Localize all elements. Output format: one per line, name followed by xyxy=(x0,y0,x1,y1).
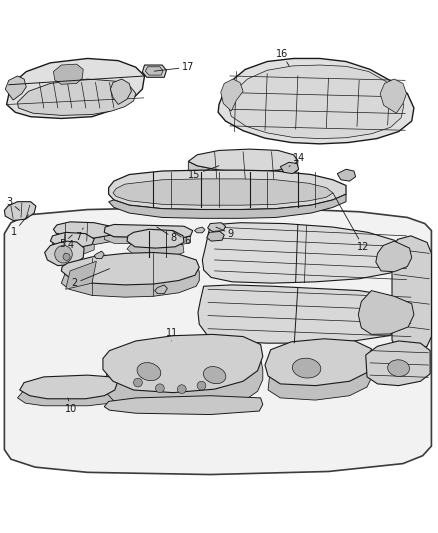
Text: 9: 9 xyxy=(216,227,234,239)
Polygon shape xyxy=(188,149,298,172)
Polygon shape xyxy=(268,355,372,400)
Polygon shape xyxy=(127,229,184,248)
Polygon shape xyxy=(198,285,414,343)
Polygon shape xyxy=(4,201,36,221)
Polygon shape xyxy=(5,76,26,100)
Polygon shape xyxy=(208,223,226,231)
Text: 11: 11 xyxy=(166,328,179,341)
Text: 12: 12 xyxy=(333,193,369,252)
Text: 8: 8 xyxy=(157,227,177,243)
Polygon shape xyxy=(358,290,414,334)
Polygon shape xyxy=(127,239,184,257)
Polygon shape xyxy=(53,64,83,84)
Polygon shape xyxy=(94,251,104,259)
Polygon shape xyxy=(109,170,346,209)
Polygon shape xyxy=(376,241,412,272)
Polygon shape xyxy=(221,79,243,111)
Polygon shape xyxy=(4,207,431,474)
Polygon shape xyxy=(110,79,131,104)
Polygon shape xyxy=(228,65,404,139)
Polygon shape xyxy=(366,341,430,386)
Text: 15: 15 xyxy=(188,166,219,180)
Ellipse shape xyxy=(388,360,410,376)
Polygon shape xyxy=(53,222,114,238)
Text: 14: 14 xyxy=(289,153,305,167)
Polygon shape xyxy=(218,59,414,144)
Polygon shape xyxy=(61,253,199,285)
Text: 1: 1 xyxy=(11,215,28,237)
Text: 6: 6 xyxy=(173,231,190,246)
Circle shape xyxy=(197,381,206,390)
Text: 5: 5 xyxy=(60,235,72,249)
Polygon shape xyxy=(61,257,199,297)
Polygon shape xyxy=(337,169,356,181)
Polygon shape xyxy=(280,162,299,174)
Ellipse shape xyxy=(293,358,321,378)
Polygon shape xyxy=(145,67,163,75)
Polygon shape xyxy=(392,236,431,352)
Polygon shape xyxy=(207,231,224,241)
Polygon shape xyxy=(104,395,263,415)
Circle shape xyxy=(177,385,186,393)
Polygon shape xyxy=(104,232,191,245)
Polygon shape xyxy=(7,59,145,118)
Polygon shape xyxy=(155,285,167,294)
Circle shape xyxy=(63,253,70,260)
Polygon shape xyxy=(109,194,346,219)
Polygon shape xyxy=(103,349,263,412)
Polygon shape xyxy=(265,339,372,386)
Polygon shape xyxy=(194,227,205,233)
Polygon shape xyxy=(380,79,406,113)
Polygon shape xyxy=(18,384,117,406)
Ellipse shape xyxy=(203,367,226,384)
Circle shape xyxy=(55,246,72,263)
Text: 7: 7 xyxy=(75,228,83,242)
Polygon shape xyxy=(103,334,263,393)
Circle shape xyxy=(155,384,164,393)
Polygon shape xyxy=(45,241,84,265)
Polygon shape xyxy=(202,223,412,283)
Text: 3: 3 xyxy=(6,197,20,211)
Polygon shape xyxy=(56,233,114,245)
Text: 10: 10 xyxy=(65,398,77,414)
Polygon shape xyxy=(104,224,193,238)
Polygon shape xyxy=(188,160,298,181)
Ellipse shape xyxy=(137,362,161,381)
Text: 17: 17 xyxy=(154,62,194,72)
Polygon shape xyxy=(52,239,94,253)
Polygon shape xyxy=(50,232,94,248)
Polygon shape xyxy=(20,375,117,399)
Polygon shape xyxy=(142,65,166,77)
Polygon shape xyxy=(18,79,136,115)
Polygon shape xyxy=(113,179,333,205)
Circle shape xyxy=(134,378,142,387)
Polygon shape xyxy=(66,261,96,289)
Text: 16: 16 xyxy=(276,49,289,66)
Text: 2: 2 xyxy=(72,269,110,288)
Text: 4: 4 xyxy=(65,240,74,253)
